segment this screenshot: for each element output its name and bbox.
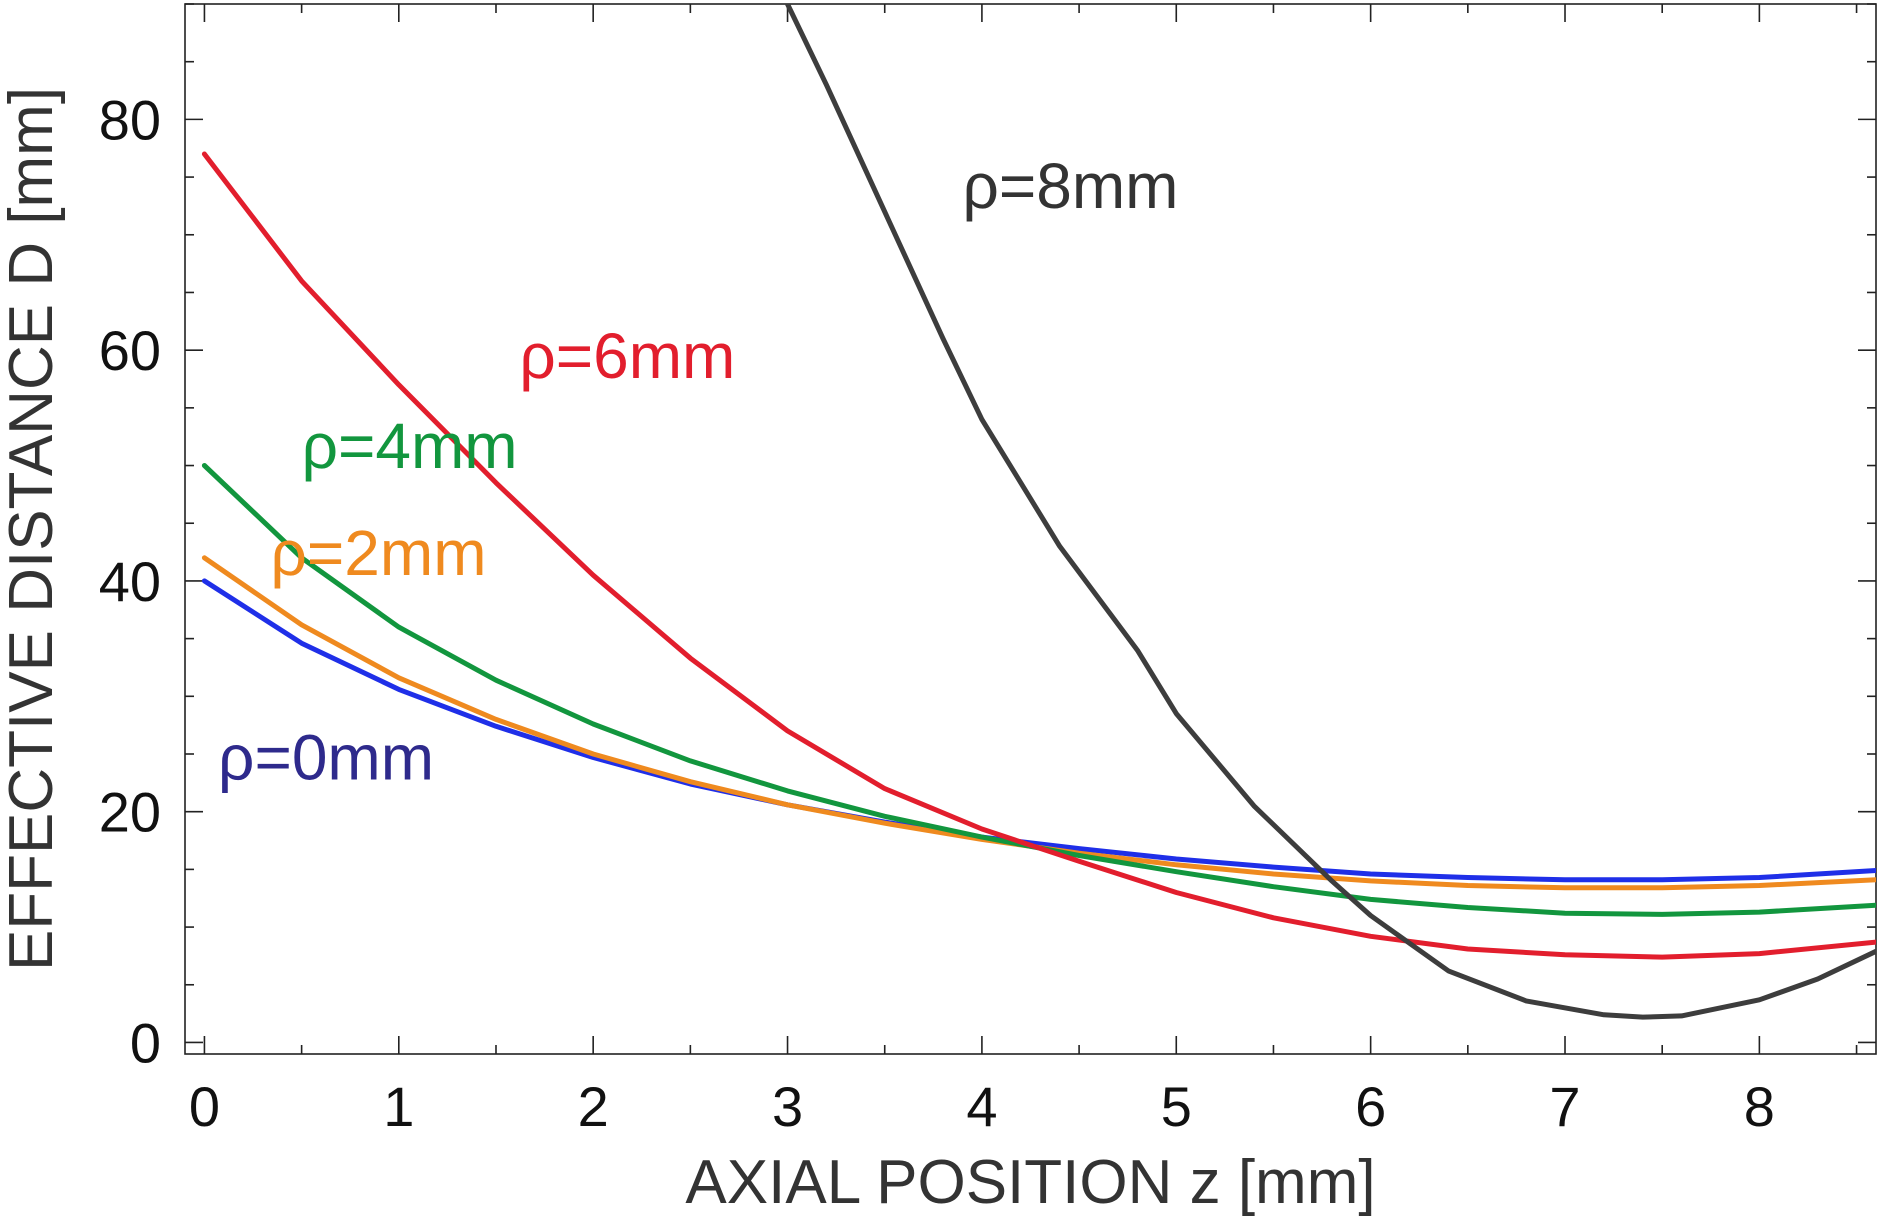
- x-axis-ticks: 0 1 2 3 4 5 6 7 8: [189, 4, 1858, 1138]
- plot-border: [184, 3, 1877, 1055]
- y-tick-label: 40: [99, 550, 161, 613]
- x-tick-label: 1: [383, 1075, 414, 1138]
- series-label-0: ρ=0mm: [218, 721, 434, 793]
- y-axis-ticks: 0 20 40 60 80: [99, 3, 1876, 1074]
- series-line-4: [785, 4, 1876, 1020]
- x-tick-label: 6: [1355, 1075, 1386, 1138]
- series-label-4: ρ=8mm: [962, 150, 1178, 222]
- y-axis-title: EFFECTIVE DISTANCE D [mm]: [0, 87, 66, 971]
- x-tick-label: 8: [1744, 1075, 1775, 1138]
- series-label-1: ρ=2mm: [271, 517, 487, 589]
- series-line-3: [201, 151, 1876, 960]
- plot-frame: [184, 3, 1877, 1055]
- x-tick-label: 3: [772, 1075, 803, 1138]
- series-layer: [201, 4, 1876, 1020]
- y-tick-label: 0: [130, 1011, 161, 1074]
- y-tick-label: 20: [99, 781, 161, 844]
- x-tick-label: 0: [189, 1075, 220, 1138]
- x-tick-label: 7: [1549, 1075, 1580, 1138]
- x-axis-title: AXIAL POSITION z [mm]: [685, 1148, 1375, 1217]
- series-label-2: ρ=4mm: [302, 410, 518, 482]
- y-tick-label: 60: [99, 319, 161, 382]
- y-tick-label: 80: [99, 88, 161, 151]
- series-label-3: ρ=6mm: [519, 320, 735, 392]
- x-tick-label: 4: [966, 1075, 997, 1138]
- x-tick-label: 5: [1161, 1075, 1192, 1138]
- x-tick-label: 2: [578, 1075, 609, 1138]
